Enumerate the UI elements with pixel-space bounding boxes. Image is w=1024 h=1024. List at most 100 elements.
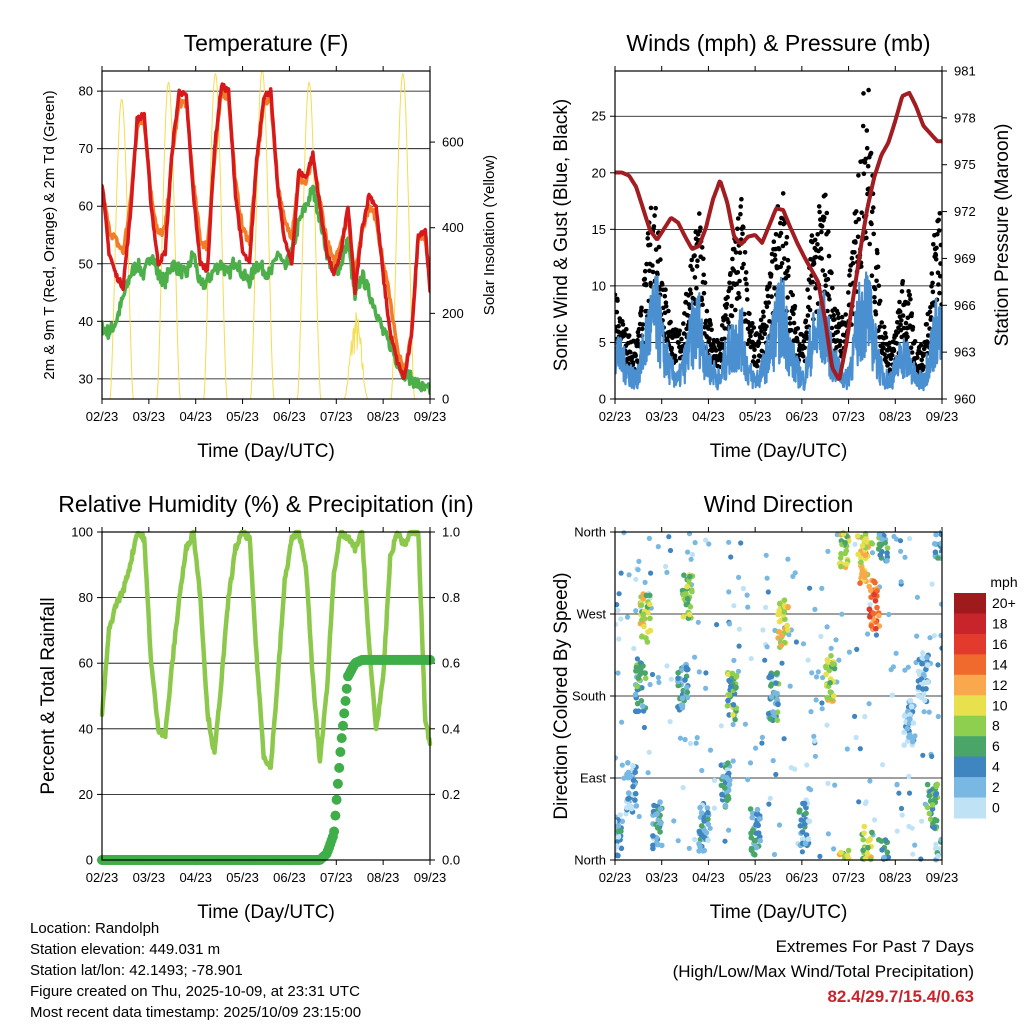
direction-point (860, 836, 866, 843)
direction-point (862, 714, 868, 720)
gust-point (709, 327, 714, 333)
direction-point (861, 537, 868, 544)
direction-point (942, 852, 948, 858)
colorbar-swatch (954, 695, 986, 717)
direction-point (819, 706, 825, 712)
gust-point (850, 261, 856, 266)
gust-point (718, 354, 724, 359)
direction-point (744, 592, 750, 598)
gust-point (907, 292, 912, 298)
colorbar-label: 12 (992, 677, 1008, 693)
gust-point (692, 275, 698, 280)
gust-point (805, 287, 810, 293)
direction-point (686, 845, 692, 851)
direction-point (938, 601, 942, 607)
direction-point (918, 856, 924, 862)
gust-point (759, 335, 765, 341)
rh-series (97, 529, 435, 865)
gust-point (859, 264, 864, 269)
direction-point (825, 659, 831, 665)
gust-point (866, 87, 871, 93)
gust-point (827, 297, 832, 302)
direction-point (615, 819, 618, 825)
direction-point (893, 536, 900, 542)
gust-point (708, 322, 713, 328)
colorbar-label: 10 (992, 697, 1008, 713)
y2-tick-label: 0.4 (442, 721, 460, 736)
gust-point (905, 334, 910, 340)
direction-point (793, 639, 800, 645)
gust-point (929, 271, 935, 276)
direction-point (646, 601, 653, 608)
direction-point (667, 719, 673, 725)
direction-point (719, 791, 725, 798)
direction-point (650, 842, 656, 849)
gust-point (677, 328, 682, 334)
direction-point (888, 667, 894, 673)
direction-point (828, 653, 834, 659)
direction-point (823, 671, 829, 678)
gust-point (787, 321, 793, 326)
gust-point (872, 299, 878, 305)
gust-point (819, 223, 825, 229)
direction-point (873, 632, 880, 638)
precip-point (336, 733, 347, 744)
direction-point (832, 782, 838, 788)
direction-point (642, 579, 648, 586)
direction-point (813, 697, 819, 703)
direction-point (845, 847, 852, 854)
direction-point (736, 626, 743, 632)
x-tick-label: 03/23 (645, 409, 678, 424)
y2-tick-label: 1.0 (442, 525, 460, 540)
gust-point (843, 312, 848, 317)
direction-point (906, 773, 912, 780)
y2-tick-label: 969 (954, 251, 976, 266)
gust-point (656, 244, 662, 250)
plot-border (101, 531, 431, 861)
gust-point (739, 196, 744, 202)
gust-point (724, 301, 730, 307)
direction-point (770, 758, 776, 764)
direction-point (711, 777, 718, 784)
direction-point (646, 749, 652, 755)
x-tick-label: 07/23 (832, 409, 865, 424)
gust-point (694, 285, 699, 291)
x-tick-label: 09/23 (414, 870, 447, 885)
direction-point (730, 712, 736, 718)
colorbar-swatch (954, 674, 986, 696)
gust-point (881, 324, 887, 330)
direction-point (763, 604, 769, 611)
direction-point (703, 537, 709, 543)
colorbar-label: 8 (992, 718, 1000, 734)
gust-point (744, 281, 749, 287)
direction-point (833, 637, 839, 643)
y2-tick-label: 972 (954, 204, 976, 219)
direction-point (837, 555, 844, 561)
direction-point (764, 575, 770, 581)
direction-point (919, 660, 925, 667)
gust-point (768, 272, 774, 277)
direction-point (747, 806, 754, 812)
direction-point (615, 828, 622, 835)
gust-point (645, 236, 650, 241)
direction-point (760, 627, 766, 633)
direction-point (808, 709, 814, 715)
gust-point (813, 254, 819, 260)
gust-point (698, 225, 703, 230)
gust-point (826, 229, 831, 235)
y2-axis-label: Station Pressure (Maroon) (992, 124, 1013, 347)
direction-point (692, 836, 698, 843)
gust-point (876, 283, 882, 289)
direction-point (687, 740, 694, 747)
direction-point (696, 848, 702, 854)
direction-point (933, 841, 939, 847)
gust-point (761, 314, 766, 319)
colorbar-swatch (954, 593, 986, 614)
gust-point (853, 219, 859, 225)
y2-tick-label: 0.0 (442, 853, 460, 868)
colorbar-swatch (954, 715, 986, 737)
gust-point (655, 271, 660, 277)
direction-point (693, 740, 699, 746)
direction-point (767, 672, 774, 678)
y-tick-label: 0 (599, 392, 606, 407)
